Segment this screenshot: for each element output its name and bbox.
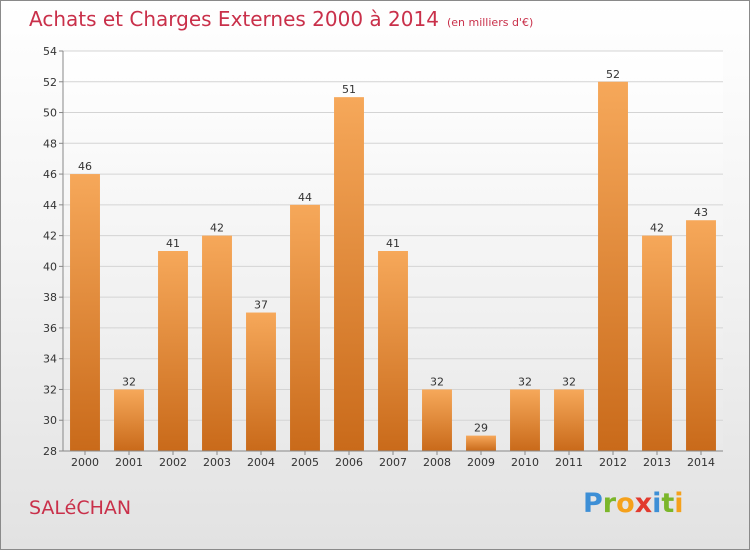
bar: [246, 312, 276, 451]
y-tick-label: 28: [43, 445, 57, 458]
y-tick-label: 50: [43, 107, 57, 120]
chart-title-text: Achats et Charges Externes 2000 à 2014: [29, 7, 439, 31]
bar: [334, 97, 364, 452]
bar: [554, 389, 584, 451]
y-tick-label: 44: [43, 199, 57, 212]
data-label: 32: [518, 375, 532, 388]
data-label: 52: [606, 68, 620, 81]
x-tick-label: 2013: [643, 456, 671, 469]
chart-subtitle: (en milliers d'€): [446, 16, 534, 29]
y-tick-label: 46: [43, 168, 57, 181]
x-tick-label: 2002: [159, 456, 187, 469]
data-label: 46: [78, 160, 92, 173]
data-label: 32: [562, 375, 576, 388]
bar: [378, 251, 408, 451]
y-tick-label: 32: [43, 383, 57, 396]
bar: [70, 174, 100, 452]
logo-letter: i: [652, 488, 662, 519]
proxiti-logo: Proxiti: [583, 488, 684, 519]
data-label: 44: [298, 191, 312, 204]
chart-title: Achats et Charges Externes 2000 à 2014 (e…: [29, 7, 533, 31]
data-label: 37: [254, 299, 268, 312]
data-label: 42: [210, 222, 224, 235]
y-tick-label: 54: [43, 45, 57, 58]
y-tick-label: 40: [43, 260, 57, 273]
data-label: 32: [430, 375, 444, 388]
x-tick-label: 2006: [335, 456, 363, 469]
x-tick-label: 2007: [379, 456, 407, 469]
logo-letter: P: [583, 488, 603, 519]
y-tick-label: 48: [43, 137, 57, 150]
bar: [598, 81, 628, 452]
bar: [642, 235, 672, 451]
bar: [158, 251, 188, 451]
y-tick-label: 38: [43, 291, 57, 304]
y-tick-label: 30: [43, 414, 57, 427]
x-tick-label: 2014: [687, 456, 715, 469]
bar: [422, 389, 452, 451]
x-tick-label: 2010: [511, 456, 539, 469]
data-label: 51: [342, 83, 356, 96]
y-tick-label: 36: [43, 322, 57, 335]
data-label: 42: [650, 222, 664, 235]
x-tick-label: 2000: [71, 456, 99, 469]
commune-name: SALéCHAN: [29, 497, 132, 519]
bar: [114, 389, 144, 451]
bar: [686, 220, 716, 451]
bar: [510, 389, 540, 451]
x-tick-label: 2008: [423, 456, 451, 469]
x-tick-label: 2003: [203, 456, 231, 469]
logo-letter: o: [616, 488, 635, 519]
bar: [202, 235, 232, 451]
data-label: 41: [386, 237, 400, 250]
logo-letter: r: [602, 488, 617, 519]
y-tick-label: 42: [43, 230, 57, 243]
y-tick-label: 34: [43, 353, 57, 366]
x-tick-label: 2001: [115, 456, 143, 469]
data-label: 41: [166, 237, 180, 250]
data-label: 32: [122, 375, 136, 388]
data-label: 43: [694, 206, 708, 219]
x-tick-label: 2011: [555, 456, 583, 469]
bar: [290, 204, 320, 451]
logo-letter: t: [661, 488, 675, 519]
logo-letter: i: [674, 488, 684, 519]
y-tick-label: 52: [43, 76, 57, 89]
x-tick-label: 2012: [599, 456, 627, 469]
logo-letter: x: [634, 488, 653, 519]
bar: [466, 435, 496, 451]
x-tick-label: 2009: [467, 456, 495, 469]
x-tick-label: 2004: [247, 456, 275, 469]
data-label: 29: [474, 422, 488, 435]
x-tick-label: 2005: [291, 456, 319, 469]
